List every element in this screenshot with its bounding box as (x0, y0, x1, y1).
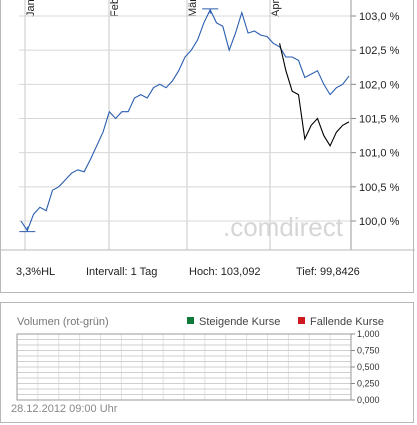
month-label-jan: Jan (25, 0, 37, 17)
y-tick-label: 102,0 % (359, 79, 400, 91)
y-tick-label: 103,0 % (359, 11, 400, 23)
month-label-feb: Feb (109, 0, 121, 17)
series-line-black (279, 43, 350, 147)
range-label: 3,3%HL (16, 266, 56, 278)
volume-y-tick-label: 0,250 (357, 379, 380, 389)
interval-label: Intervall: 1 Tag (86, 266, 158, 278)
y-tick-label: 100,5 % (359, 182, 400, 194)
volume-y-tick-label: 0,500 (357, 362, 380, 372)
y-tick-label: 100,0 % (359, 216, 400, 228)
legend-swatch-rising (187, 317, 194, 324)
volume-chart-panel: 1,000 0,750 0,500 0,250 0,000 Volumen (rot-g… (0, 302, 414, 423)
legend-swatch-falling (298, 317, 305, 324)
legend-label-falling: Fallende Kurse (310, 316, 384, 328)
y-tick-label: 101,0 % (359, 148, 400, 160)
volume-chart: 1,000 0,750 0,500 0,250 0,000 (16, 329, 380, 405)
legend-item-falling: Fallende Kurse (298, 316, 384, 328)
volume-y-tick-label: 1,000 (357, 329, 380, 339)
high-label: Hoch: 103,092 (189, 266, 261, 278)
price-chart: .comdirect Jan Feb Mär Apr 103,0 % 102,5 % 102,… (1, 0, 415, 251)
legend-label-rising: Steigende Kurse (199, 316, 281, 328)
timestamp: 28.12.2012 09:00 Uhr (11, 403, 118, 415)
legend-item-rising: Steigende Kurse (187, 316, 280, 328)
y-tick-label: 102,5 % (359, 45, 400, 57)
volume-y-tick-label: 0,000 (357, 395, 380, 405)
month-label-mär: Mär (187, 0, 199, 17)
low-label: Tief: 99,8426 (296, 266, 360, 278)
month-label-apr: Apr (270, 0, 282, 17)
volume-title: Volumen (rot-grün) (17, 316, 109, 328)
price-chart-panel: .comdirect Jan Feb Mär Apr 103,0 % 102,5 % 102,… (0, 0, 415, 293)
watermark-text: .comdirect (223, 212, 344, 242)
y-tick-label: 101,5 % (359, 114, 400, 126)
volume-y-tick-label: 0,750 (357, 346, 380, 356)
series-line-blue (20, 8, 350, 232)
